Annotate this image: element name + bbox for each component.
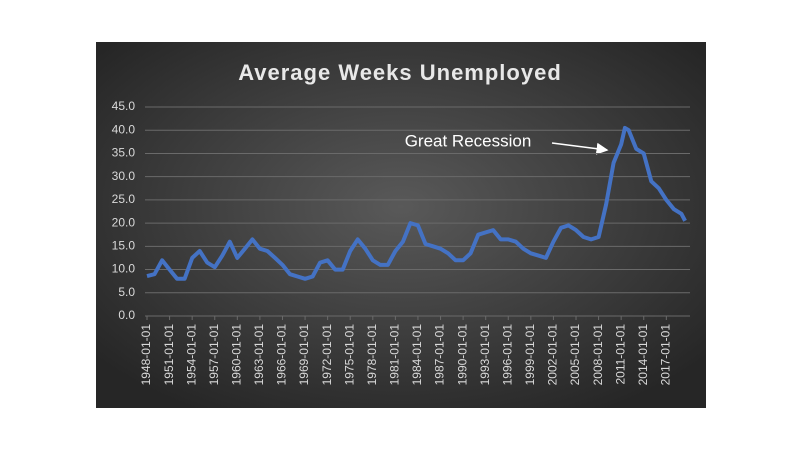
x-tick-label: 1975-01-01 bbox=[342, 324, 356, 386]
chart-title: Average Weeks Unemployed bbox=[238, 60, 562, 85]
y-tick-label: 30.0 bbox=[112, 169, 136, 183]
x-tick-label: 2002-01-01 bbox=[546, 324, 560, 386]
y-tick-label: 20.0 bbox=[112, 215, 136, 229]
x-tick-label: 1963-01-01 bbox=[252, 324, 266, 386]
y-tick-label: 15.0 bbox=[112, 239, 136, 253]
x-tick-label: 2014-01-01 bbox=[636, 324, 650, 386]
x-tick-label: 2005-01-01 bbox=[568, 324, 582, 386]
x-tick-label: 1993-01-01 bbox=[478, 324, 492, 386]
x-tick-label: 1960-01-01 bbox=[229, 324, 243, 386]
x-tick-label: 1987-01-01 bbox=[433, 324, 447, 386]
x-tick-label: 1996-01-01 bbox=[500, 324, 514, 386]
y-tick-label: 10.0 bbox=[112, 262, 136, 276]
x-tick-label: 1969-01-01 bbox=[297, 324, 311, 386]
y-tick-label: 45.0 bbox=[112, 99, 136, 113]
x-tick-label: 1966-01-01 bbox=[275, 324, 289, 386]
x-tick-label: 1990-01-01 bbox=[455, 324, 469, 386]
x-tick-label: 1978-01-01 bbox=[365, 324, 379, 386]
y-tick-label: 40.0 bbox=[112, 122, 136, 136]
data-line bbox=[146, 125, 687, 281]
x-tick-label: 1981-01-01 bbox=[388, 324, 402, 386]
annotation: Great Recession bbox=[405, 131, 532, 150]
x-tick-label: 1972-01-01 bbox=[320, 324, 334, 386]
x-tick-label: 1954-01-01 bbox=[184, 324, 198, 386]
y-tick-label: 0.0 bbox=[118, 308, 135, 322]
annotation-arrow bbox=[551, 142, 609, 155]
plot-area: 0.0 5.0 10.0 15.0 20.0 25.0 30.0 35.0 40.0 45.0 19… bbox=[112, 99, 690, 385]
x-tick-label: 2011-01-01 bbox=[613, 324, 627, 385]
x-tick-label: 1999-01-01 bbox=[523, 324, 537, 386]
chart-background bbox=[96, 42, 706, 408]
x-tick-label: 2017-01-01 bbox=[659, 324, 673, 386]
x-tick-label: 1948-01-01 bbox=[139, 324, 153, 386]
x-tick-label: 2008-01-01 bbox=[591, 324, 605, 386]
x-tick-label: 1984-01-01 bbox=[410, 324, 424, 386]
y-tick-label: 25.0 bbox=[112, 192, 136, 206]
y-tick-label: 35.0 bbox=[112, 146, 136, 160]
x-tick-label: 1957-01-01 bbox=[207, 324, 221, 386]
x-tick-label: 1951-01-01 bbox=[162, 324, 176, 386]
y-tick-label: 5.0 bbox=[118, 285, 135, 299]
